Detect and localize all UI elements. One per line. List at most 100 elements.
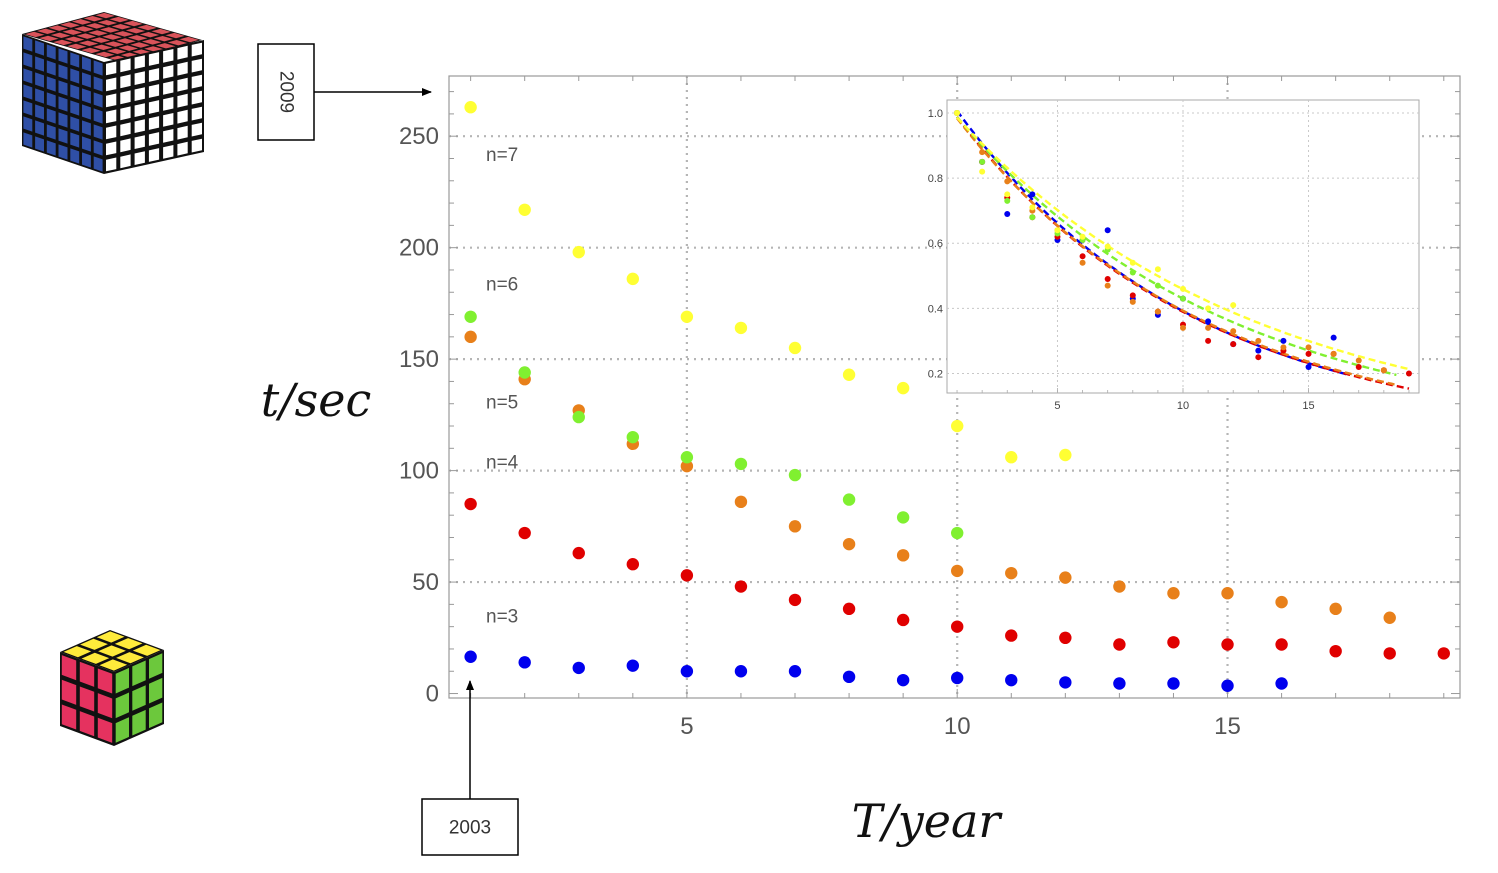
- data-point-n=4: [896, 613, 910, 627]
- inset-y-tick-label: 1.0: [928, 108, 943, 120]
- inset-point-n=7: [1104, 243, 1111, 250]
- data-point-n=6: [518, 366, 531, 379]
- data-point-n=3: [896, 673, 910, 687]
- data-point-n=7: [518, 203, 531, 216]
- data-point-n=5: [1383, 611, 1396, 624]
- inset-point-n=3: [1205, 318, 1212, 325]
- data-point-n=6: [464, 310, 477, 323]
- inset-point-n=7: [979, 168, 986, 175]
- inset-point-n=3: [1305, 363, 1312, 370]
- data-point-n=6: [842, 493, 856, 506]
- inset-point-n=5: [1330, 350, 1337, 357]
- inset-point-n=7: [1154, 266, 1161, 273]
- data-point-n=7: [734, 321, 748, 335]
- inset-point-n=3: [1029, 191, 1036, 198]
- inset-y-tick-label: 0.4: [928, 303, 943, 315]
- inset-point-n=4: [1255, 354, 1262, 361]
- series-label-n=6: n=6: [486, 274, 518, 295]
- data-point-n=7: [896, 381, 910, 395]
- fit-curve-n=5: [956, 117, 1397, 386]
- inset-point-n=4: [1355, 363, 1362, 370]
- data-point-n=5: [842, 537, 856, 551]
- inset-grid: [947, 100, 1419, 393]
- data-point-n=3: [1167, 677, 1180, 690]
- data-point-n=7: [842, 368, 856, 381]
- inset-point-n=4: [1129, 292, 1136, 299]
- y-tick-label: 0: [426, 681, 439, 708]
- series-label-n=5: n=5: [486, 392, 518, 413]
- x-tick-label: 10: [944, 713, 971, 740]
- inset-point-n=5: [1305, 344, 1312, 351]
- data-point-n=3: [1059, 676, 1072, 689]
- data-point-n=4: [734, 580, 748, 593]
- x-tick-label: 15: [1214, 713, 1241, 740]
- inset-point-n=5: [1355, 357, 1362, 364]
- inset-point-n=4: [1405, 370, 1412, 377]
- inset-point-n=5: [1380, 367, 1387, 374]
- inset-point-n=3: [1104, 227, 1111, 234]
- inset-point-n=4: [1079, 253, 1086, 260]
- inset-point-n=6: [1004, 197, 1011, 204]
- data-point-n=5: [1113, 580, 1126, 593]
- inset-point-n=5: [1230, 328, 1237, 335]
- data-point-n=3: [1005, 673, 1018, 687]
- data-point-n=5: [1005, 566, 1018, 580]
- data-point-n=4: [626, 558, 640, 571]
- inset-x-tick-label: 5: [1054, 400, 1060, 412]
- data-point-n=3: [842, 670, 856, 684]
- series-label-n=3: n=3: [486, 607, 518, 628]
- inset-y-tick-label: 0.6: [928, 238, 943, 250]
- inset-point-n=7: [1180, 285, 1186, 292]
- data-point-n=6: [572, 410, 585, 424]
- inset-point-n=5: [1004, 178, 1011, 185]
- inset-point-n=7: [1230, 302, 1237, 309]
- data-point-n=4: [1113, 638, 1126, 651]
- data-point-n=7: [572, 245, 585, 259]
- data-point-n=3: [1221, 679, 1234, 692]
- inset-data-points: [954, 110, 1412, 377]
- data-point-n=4: [1005, 629, 1018, 642]
- data-point-n=5: [1167, 587, 1180, 600]
- inset-point-n=7: [1029, 204, 1036, 211]
- inset-y-tick-label: 0.8: [928, 173, 943, 185]
- inset-point-n=5: [1129, 298, 1136, 305]
- y-tick-label: 200: [399, 235, 439, 262]
- data-point-n=4: [842, 602, 856, 616]
- data-point-n=7: [1059, 448, 1072, 462]
- y-tick-label: 150: [399, 346, 439, 373]
- data-point-n=5: [464, 330, 477, 344]
- inset-point-n=6: [1129, 269, 1136, 276]
- y-tick-label: 100: [399, 458, 439, 485]
- inset-point-n=7: [1054, 227, 1061, 234]
- annotation-2003-box: [421, 798, 519, 856]
- annotation-2009: 2009: [257, 43, 432, 141]
- inset-point-n=7: [1205, 305, 1212, 312]
- inset-point-n=7: [954, 110, 961, 117]
- data-point-n=6: [626, 430, 640, 444]
- inset-point-n=6: [1154, 282, 1161, 289]
- data-point-n=3: [788, 665, 802, 678]
- data-point-n=7: [788, 341, 802, 355]
- data-point-n=5: [951, 564, 964, 578]
- series-labels: n=3 n=4 n=5 n=6 n=7: [486, 145, 519, 627]
- main-data-points: [464, 101, 1450, 692]
- data-point-n=4: [680, 569, 694, 582]
- inset-y-tick-label: 0.2: [928, 368, 943, 380]
- inset-point-n=5: [1180, 324, 1186, 331]
- inset-point-n=6: [979, 158, 986, 165]
- inset-point-n=7: [1129, 259, 1136, 266]
- inset-x-tick-label: 10: [1177, 400, 1189, 412]
- data-point-n=3: [518, 656, 531, 669]
- y-axis-title: t/sec: [261, 373, 372, 427]
- data-point-n=5: [1221, 587, 1234, 600]
- inset-point-n=5: [1104, 282, 1111, 289]
- data-point-n=6: [896, 511, 910, 524]
- inset-point-n=5: [1255, 337, 1262, 344]
- inset-point-n=5: [979, 149, 986, 156]
- data-point-n=3: [734, 665, 748, 678]
- inset-point-n=3: [1280, 337, 1287, 344]
- annotation-2009-label: 2009: [276, 71, 297, 113]
- y-tick-label: 250: [399, 123, 439, 150]
- data-point-n=4: [518, 526, 531, 540]
